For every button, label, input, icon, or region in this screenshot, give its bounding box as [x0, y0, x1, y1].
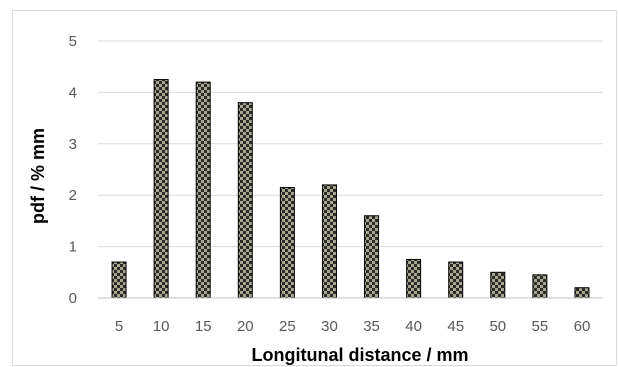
x-tick-label: 40 — [405, 318, 422, 335]
bars — [111, 79, 590, 299]
y-tick-label: 3 — [69, 136, 77, 153]
y-tick-label: 4 — [69, 84, 77, 101]
bar-40 — [406, 258, 422, 299]
x-tick-label: 35 — [363, 318, 380, 335]
bar-10 — [153, 79, 169, 299]
y-tick-label: 1 — [69, 239, 77, 256]
bar-55 — [532, 274, 548, 299]
y-tick-label: 0 — [69, 290, 77, 307]
y-tick-label: 2 — [69, 187, 77, 204]
x-tick-label: 60 — [574, 318, 591, 335]
x-tick-label: 55 — [532, 318, 549, 335]
bar-5 — [111, 261, 127, 299]
x-tick-label: 10 — [153, 318, 170, 335]
x-tick-label: 45 — [447, 318, 464, 335]
bar-45 — [448, 261, 464, 299]
x-tick-label: 30 — [321, 318, 338, 335]
bar-50 — [490, 271, 506, 299]
gridlines — [98, 40, 603, 248]
x-axis-ticks: 5 10 15 20 25 30 35 40 45 50 55 60 — [115, 318, 590, 335]
y-axis-title: pdf / % mm — [28, 128, 48, 224]
x-tick-label: 15 — [195, 318, 212, 335]
x-tick-label: 5 — [115, 318, 123, 335]
bar-30 — [321, 184, 337, 299]
bar-25 — [279, 186, 295, 299]
bar-20 — [237, 102, 253, 299]
y-axis-ticks: 0 1 2 3 4 5 — [69, 33, 77, 307]
bar-15 — [195, 81, 211, 299]
y-tick-label: 5 — [69, 33, 77, 50]
x-tick-label: 20 — [237, 318, 254, 335]
bar-35 — [364, 215, 380, 299]
x-tick-label: 25 — [279, 318, 296, 335]
bar-60 — [574, 287, 590, 299]
chart-frame — [12, 10, 617, 366]
x-tick-label: 50 — [489, 318, 506, 335]
x-axis-title: Longitunal distance / mm — [251, 345, 468, 365]
